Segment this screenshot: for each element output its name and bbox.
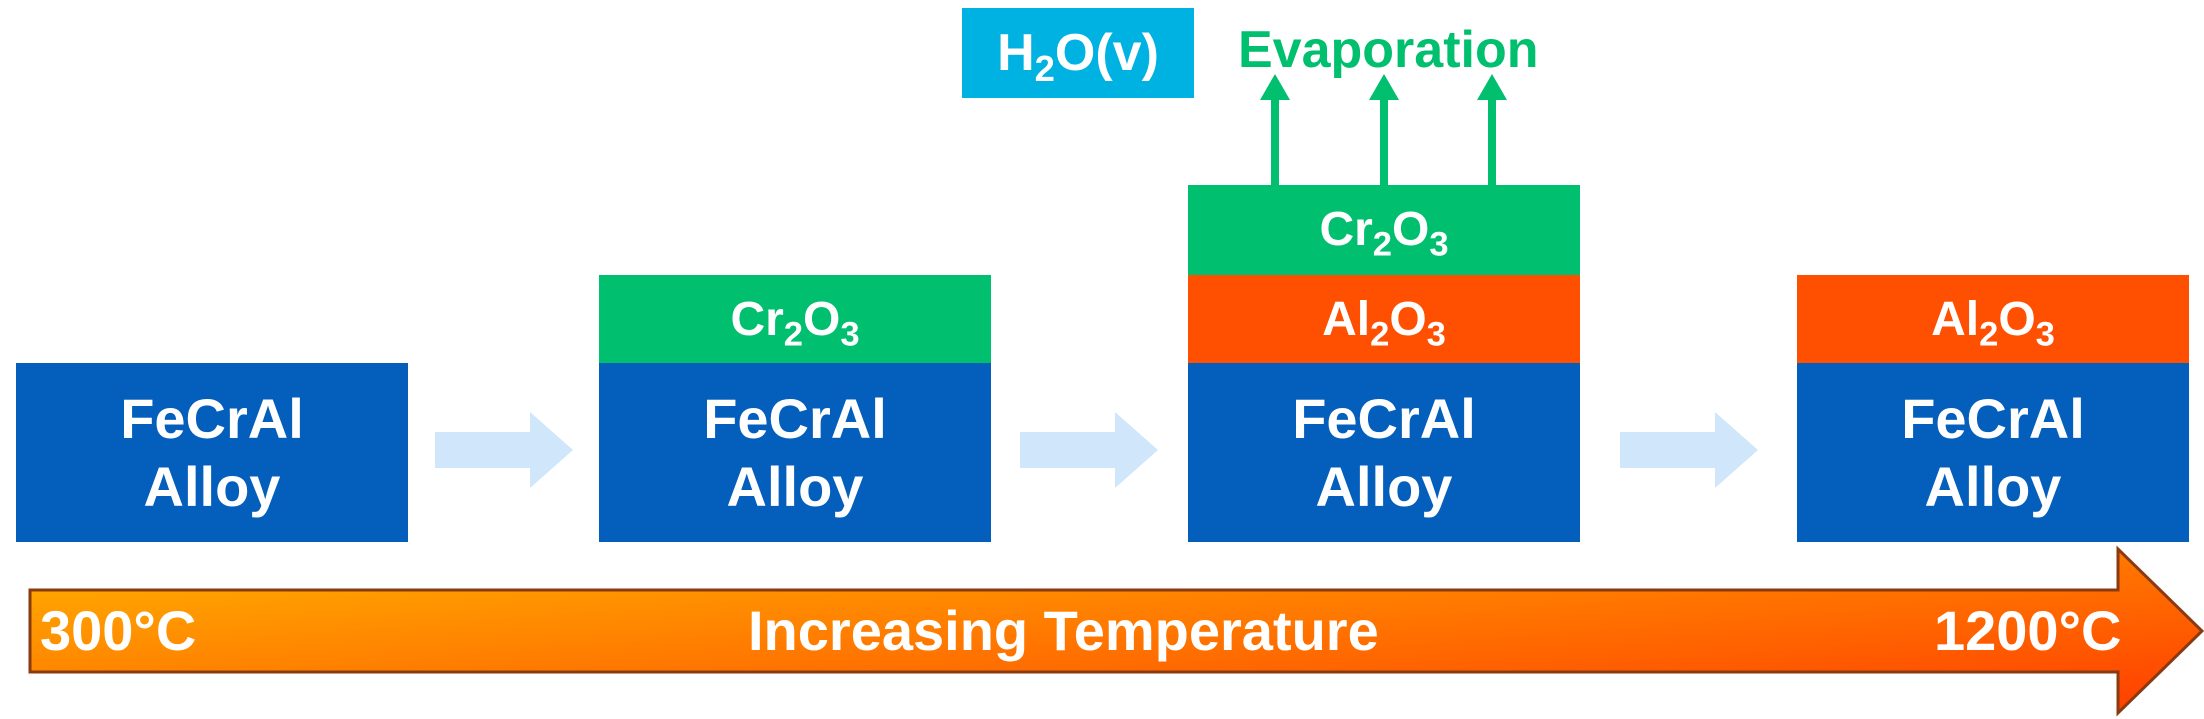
stage-2-top-layer-formula: Cr2O3 [730,292,860,354]
temperature-axis-label: Increasing Temperature [748,599,1379,662]
water-vapor-formula: H2O(v) [997,24,1159,89]
evaporation-label: Evaporation [1238,21,1539,79]
stage-1-alloy-line1: FeCrAl [120,387,304,451]
stage-4-alloy-block: FeCrAl Alloy [1797,363,2189,542]
evaporation-arrows [1260,74,1507,186]
stage-2-alloy-line2: Alloy [726,454,864,518]
stage-2-alloy-line1: FeCrAl [703,387,887,451]
stage-3-al2o3-layer: Al2O3 [1188,275,1580,364]
flow-arrow-2 [1020,412,1158,488]
flow-arrow-3 [1620,412,1758,488]
temperature-end-label: 1200°C [1934,599,2122,662]
evaporation-arrow-2 [1369,74,1399,186]
stage-4-alloy-line2: Alloy [1924,454,2062,518]
stage-3-top-layer-formula: Cr2O3 [1319,203,1449,264]
evaporation-arrow-1 [1260,74,1290,186]
stage-4-top-layer-formula: Al2O3 [1931,292,2055,354]
evaporation-arrow-3 [1477,74,1507,186]
stage-1-alloy-line2: Alloy [143,454,281,518]
stage-2-cr2o3-layer: Cr2O3 [599,275,991,364]
stage-3-mid-layer-formula: Al2O3 [1322,292,1446,354]
stage-3-alloy-line2: Alloy [1315,454,1453,518]
stage-3-alloy-block: FeCrAl Alloy [1188,363,1580,542]
stage-4-al2o3-layer: Al2O3 [1797,275,2189,364]
water-vapor-box: H2O(v) [962,8,1194,98]
flow-arrow-1 [435,412,573,488]
stage-2-alloy-block: FeCrAl Alloy [599,363,991,542]
stage-3-cr2o3-layer: Cr2O3 [1188,185,1580,275]
temperature-start-label: 300°C [40,599,197,662]
temperature-arrow [28,545,2204,717]
stage-1-alloy-block: FeCrAl Alloy [16,363,408,542]
stage-4-alloy-line1: FeCrAl [1901,387,2085,451]
stage-3-alloy-line1: FeCrAl [1292,387,1476,451]
